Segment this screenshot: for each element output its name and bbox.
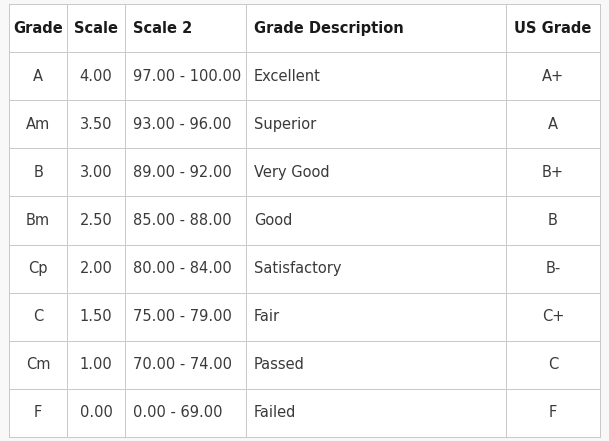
Text: 97.00 - 100.00: 97.00 - 100.00 bbox=[133, 69, 241, 84]
Text: B: B bbox=[548, 213, 558, 228]
Bar bbox=[9, 292, 600, 340]
Text: Cm: Cm bbox=[26, 357, 51, 372]
Bar bbox=[9, 197, 600, 244]
Text: 93.00 - 96.00: 93.00 - 96.00 bbox=[133, 117, 231, 132]
Text: A: A bbox=[548, 117, 558, 132]
Text: Good: Good bbox=[254, 213, 292, 228]
Text: Am: Am bbox=[26, 117, 50, 132]
Text: Superior: Superior bbox=[254, 117, 316, 132]
Text: 3.50: 3.50 bbox=[80, 117, 112, 132]
Text: Grade: Grade bbox=[13, 21, 63, 36]
Text: B: B bbox=[33, 165, 43, 180]
Text: Very Good: Very Good bbox=[254, 165, 329, 180]
Text: Satisfactory: Satisfactory bbox=[254, 261, 342, 276]
Text: Failed: Failed bbox=[254, 405, 297, 420]
Text: Cp: Cp bbox=[29, 261, 48, 276]
Text: 4.00: 4.00 bbox=[80, 69, 112, 84]
Text: US Grade: US Grade bbox=[514, 21, 591, 36]
Text: Scale: Scale bbox=[74, 21, 118, 36]
Text: Bm: Bm bbox=[26, 213, 50, 228]
Text: Fair: Fair bbox=[254, 309, 280, 324]
Text: 89.00 - 92.00: 89.00 - 92.00 bbox=[133, 165, 231, 180]
Bar bbox=[9, 244, 600, 292]
Text: 0.00: 0.00 bbox=[80, 405, 113, 420]
Text: B-: B- bbox=[545, 261, 560, 276]
Text: F: F bbox=[549, 405, 557, 420]
Text: 0.00 - 69.00: 0.00 - 69.00 bbox=[133, 405, 222, 420]
Text: Excellent: Excellent bbox=[254, 69, 321, 84]
Text: 75.00 - 79.00: 75.00 - 79.00 bbox=[133, 309, 231, 324]
Bar bbox=[9, 101, 600, 149]
Text: 3.00: 3.00 bbox=[80, 165, 112, 180]
Text: A: A bbox=[33, 69, 43, 84]
Text: Grade Description: Grade Description bbox=[254, 21, 404, 36]
Text: B+: B+ bbox=[542, 165, 564, 180]
Text: 85.00 - 88.00: 85.00 - 88.00 bbox=[133, 213, 231, 228]
Text: C+: C+ bbox=[542, 309, 564, 324]
Text: C: C bbox=[547, 357, 558, 372]
Bar bbox=[9, 389, 600, 437]
Text: 1.00: 1.00 bbox=[80, 357, 112, 372]
Text: A+: A+ bbox=[542, 69, 564, 84]
Text: 2.00: 2.00 bbox=[80, 261, 113, 276]
Bar bbox=[9, 340, 600, 389]
Text: 1.50: 1.50 bbox=[80, 309, 112, 324]
Bar bbox=[9, 4, 600, 52]
Bar bbox=[9, 149, 600, 197]
Text: 70.00 - 74.00: 70.00 - 74.00 bbox=[133, 357, 232, 372]
Text: C: C bbox=[33, 309, 43, 324]
Text: 80.00 - 84.00: 80.00 - 84.00 bbox=[133, 261, 231, 276]
Text: 2.50: 2.50 bbox=[80, 213, 112, 228]
Bar bbox=[9, 52, 600, 101]
Text: F: F bbox=[34, 405, 42, 420]
Text: Passed: Passed bbox=[254, 357, 305, 372]
Text: Scale 2: Scale 2 bbox=[133, 21, 192, 36]
